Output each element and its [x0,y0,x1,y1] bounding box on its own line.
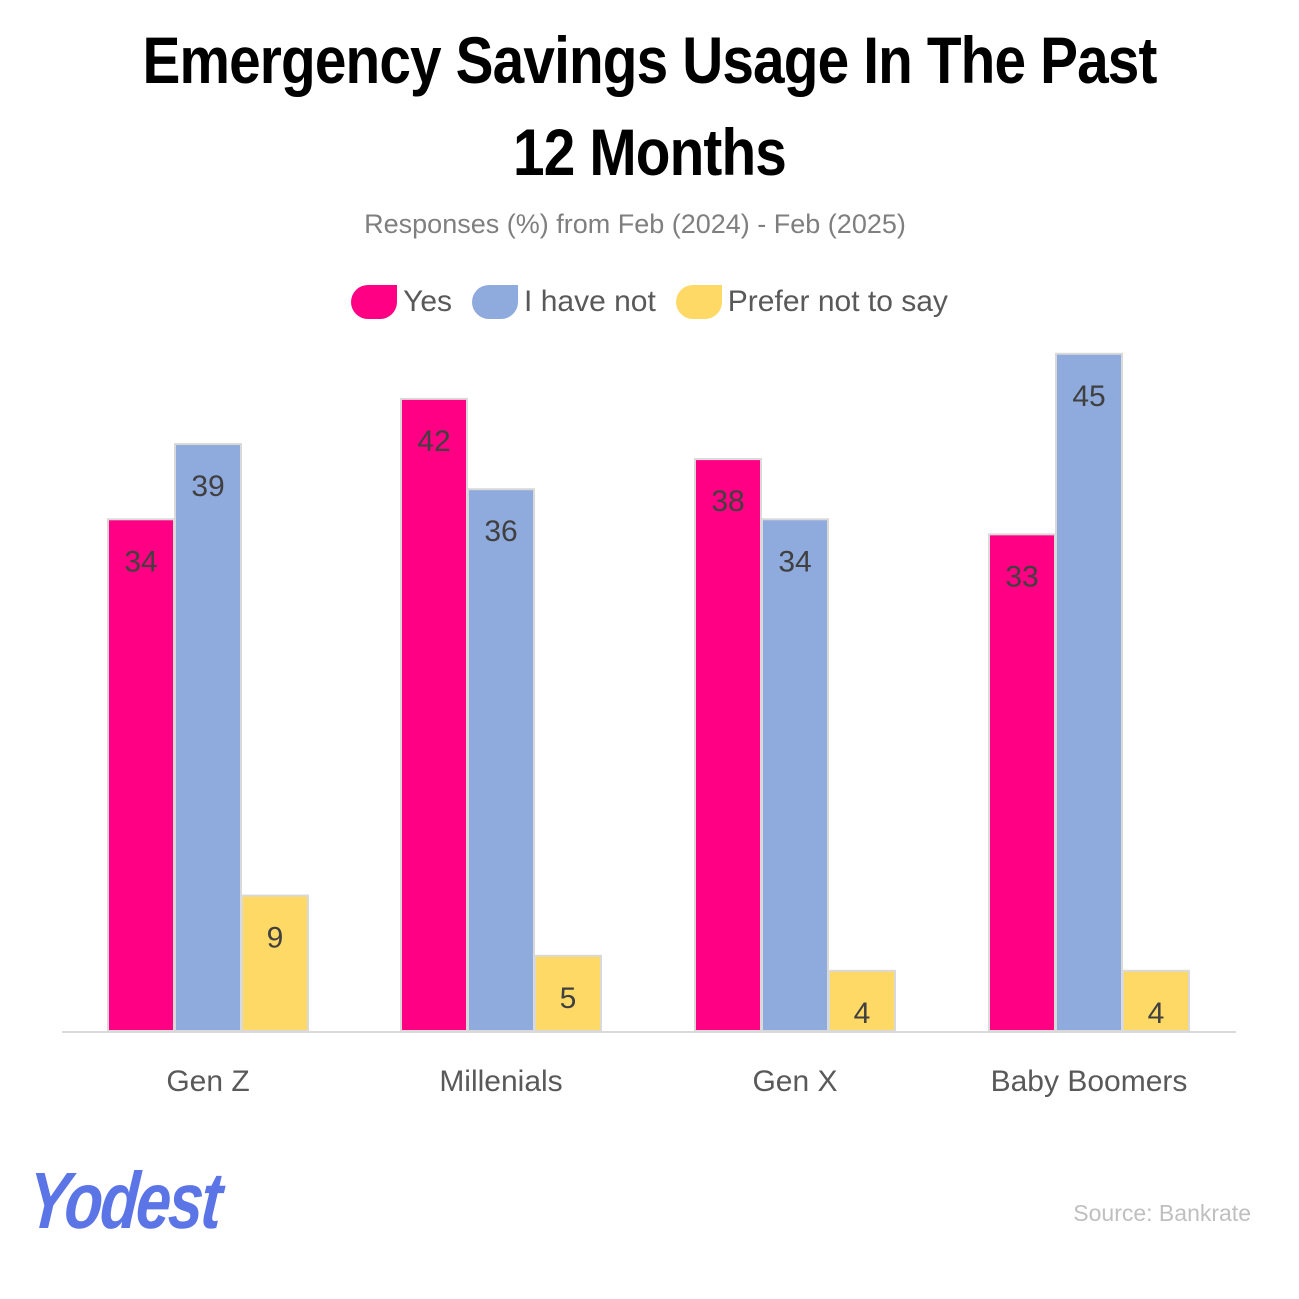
data-label-yes-gen-x: 38 [711,485,744,518]
chart-legend: Yes I have not Prefer not to say [0,280,1299,324]
data-label-i-have-not-millenials: 36 [484,515,517,548]
yodest-logo: Yodest [24,1156,224,1245]
bar-prefer-not-to-say-millenials [534,954,602,1032]
bar-i-have-not-gen-x [761,518,829,1033]
legend-swatch-i-have-not [472,285,519,319]
bar-yes-gen-x [694,458,762,1033]
bar-i-have-not-millenials [467,488,535,1032]
legend-label-i-have-not: I have not [524,285,656,318]
bar-chart: 34 39 9 Gen Z 42 36 5 Millenials 38 34 4 Gen X 33 45 4… [62,352,1236,1098]
bar-yes-millenials [400,397,468,1032]
chart-title: Emergency Savings Usage In The Past 12 M… [91,14,1208,198]
bar-i-have-not-gen-z [174,443,242,1033]
data-label-yes-baby-boomers: 33 [1005,560,1038,593]
chart-title-line-1: Emergency Savings Usage In The Past [142,23,1157,97]
data-label-i-have-not-baby-boomers: 45 [1072,380,1105,413]
data-label-i-have-not-gen-x: 34 [778,545,811,578]
data-label-yes-gen-z: 34 [124,545,157,578]
data-label-prefer-not-to-say-gen-x: 4 [854,997,871,1030]
data-label-i-have-not-gen-z: 39 [191,470,224,503]
bar-yes-gen-z [107,518,175,1033]
legend-swatch-yes [351,285,398,319]
bar-prefer-not-to-say-gen-x [828,969,896,1032]
legend-label-yes: Yes [403,285,453,318]
data-label-prefer-not-to-say-gen-z: 9 [267,922,284,955]
data-label-prefer-not-to-say-millenials: 5 [560,982,577,1015]
x-tick-label-gen-z: Gen Z [166,1065,249,1098]
x-tick-label-millenials: Millenials [439,1065,562,1098]
legend-item-i-have-not: I have not [472,285,656,319]
data-label-yes-millenials: 42 [417,425,450,458]
data-label-prefer-not-to-say-baby-boomers: 4 [1148,997,1165,1030]
x-tick-label-baby-boomers: Baby Boomers [991,1065,1188,1098]
bar-yes-baby-boomers [988,533,1056,1032]
source-note: Source: Bankrate [1073,1200,1251,1226]
bar-prefer-not-to-say-gen-z [241,894,309,1032]
legend-item-yes: Yes [351,285,452,319]
chart-subtitle: Responses (%) from Feb (2024) - Feb (202… [364,209,906,239]
legend-swatch-prefer-not-to-say [675,285,722,319]
legend-label-prefer-not-to-say: Prefer not to say [727,285,948,318]
x-tick-label-gen-x: Gen X [752,1065,837,1098]
chart-title-line-2: 12 Months [513,115,787,189]
bar-i-have-not-baby-boomers [1055,352,1123,1032]
legend-item-prefer-not-to-say: Prefer not to say [675,285,948,319]
